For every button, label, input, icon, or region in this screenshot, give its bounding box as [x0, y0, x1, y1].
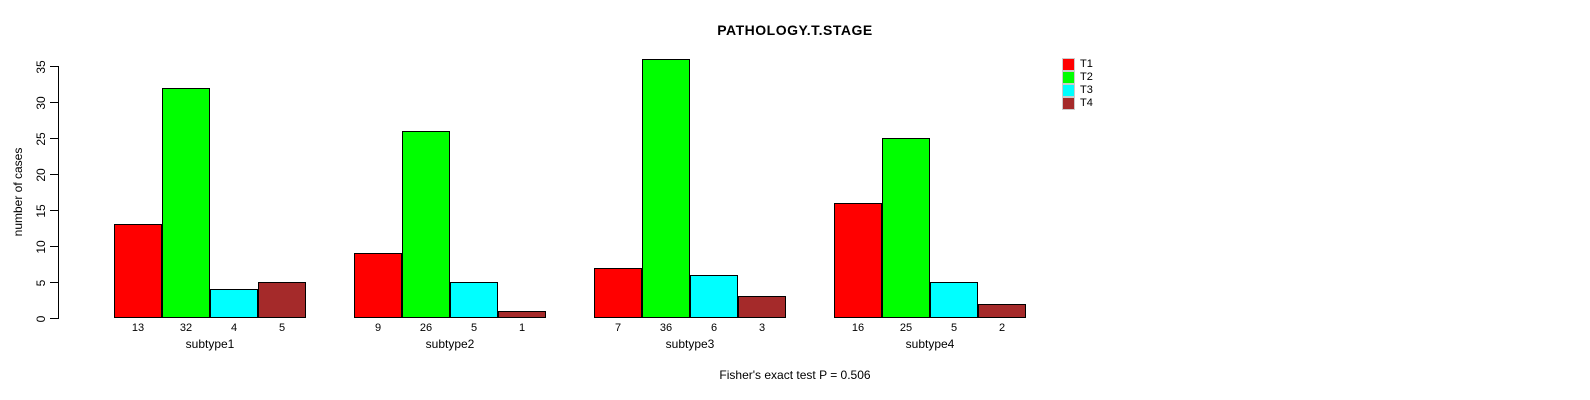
- y-axis-tick: [50, 102, 58, 103]
- category-label-subtype1: subtype1: [185, 337, 235, 351]
- y-axis-line: [58, 66, 59, 319]
- y-axis-tick: [50, 174, 58, 175]
- legend-swatch-T3: [1062, 84, 1075, 97]
- y-axis-tick-label: 10: [34, 239, 48, 254]
- category-label-subtype3: subtype3: [665, 337, 715, 351]
- y-axis-tick: [50, 282, 58, 283]
- bar-value-label: 32: [179, 322, 193, 334]
- y-axis-label: number of cases: [11, 147, 25, 237]
- bar-T1-subtype3: [594, 268, 642, 318]
- legend-label: T4: [1080, 97, 1093, 109]
- legend-label: T1: [1080, 58, 1093, 70]
- y-axis-tick-label: 15: [34, 203, 48, 218]
- bar-value-label: 2: [998, 322, 1006, 334]
- legend-item-T4: T4: [1062, 97, 1093, 110]
- legend-swatch-T1: [1062, 58, 1075, 71]
- legend-label: T3: [1080, 84, 1093, 96]
- y-axis-tick: [50, 66, 58, 67]
- legend: T1 T2 T3 T4: [1062, 58, 1093, 110]
- y-axis-tick: [50, 210, 58, 211]
- legend-item-T3: T3: [1062, 84, 1093, 97]
- bar-value-label: 26: [419, 322, 433, 334]
- bar-T1-subtype4: [834, 203, 882, 318]
- bar-value-label: 5: [278, 322, 286, 334]
- bar-T3-subtype4: [930, 282, 978, 318]
- bar-value-label: 3: [758, 322, 766, 334]
- bar-value-label: 6: [710, 322, 718, 334]
- category-label-subtype2: subtype2: [425, 337, 475, 351]
- legend-label: T2: [1080, 71, 1093, 83]
- y-axis-tick: [50, 138, 58, 139]
- legend-swatch-T4: [1062, 97, 1075, 110]
- bar-value-label: 16: [851, 322, 865, 334]
- bar-value-label: 5: [950, 322, 958, 334]
- y-axis-tick: [50, 246, 58, 247]
- bar-value-label: 36: [659, 322, 673, 334]
- bar-value-label: 25: [899, 322, 913, 334]
- bar-T4-subtype2: [498, 311, 546, 318]
- bar-value-label: 9: [374, 322, 382, 334]
- bar-T2-subtype3: [642, 59, 690, 318]
- stat-test-result: Fisher's exact test P = 0.506: [719, 368, 871, 382]
- bar-value-label: 7: [614, 322, 622, 334]
- bar-T1-subtype2: [354, 253, 402, 318]
- bar-T2-subtype2: [402, 131, 450, 318]
- bar-value-label: 4: [230, 322, 238, 334]
- y-axis-tick-label: 25: [34, 131, 48, 146]
- y-axis-tick-label: 35: [34, 59, 48, 74]
- bar-T4-subtype4: [978, 304, 1026, 318]
- bar-T3-subtype1: [210, 289, 258, 318]
- bar-value-label: 5: [470, 322, 478, 334]
- y-axis-tick: [50, 318, 58, 319]
- y-axis-tick-label: 5: [34, 279, 48, 286]
- bar-value-label: 1: [518, 322, 526, 334]
- y-axis-tick-label: 20: [34, 167, 48, 182]
- category-label-subtype4: subtype4: [905, 337, 955, 351]
- legend-swatch-T2: [1062, 71, 1075, 84]
- bar-value-label: 13: [131, 322, 145, 334]
- bar-T4-subtype3: [738, 296, 786, 318]
- legend-item-T1: T1: [1062, 58, 1093, 71]
- y-axis-tick-label: 0: [34, 315, 48, 322]
- chart-title: PATHOLOGY.T.STAGE: [717, 22, 873, 38]
- bar-T1-subtype1: [114, 224, 162, 318]
- bar-T3-subtype2: [450, 282, 498, 318]
- bar-T2-subtype1: [162, 88, 210, 318]
- bar-T3-subtype3: [690, 275, 738, 318]
- y-axis-tick-label: 30: [34, 95, 48, 110]
- bar-T2-subtype4: [882, 138, 930, 318]
- bar-T4-subtype1: [258, 282, 306, 318]
- legend-item-T2: T2: [1062, 71, 1093, 84]
